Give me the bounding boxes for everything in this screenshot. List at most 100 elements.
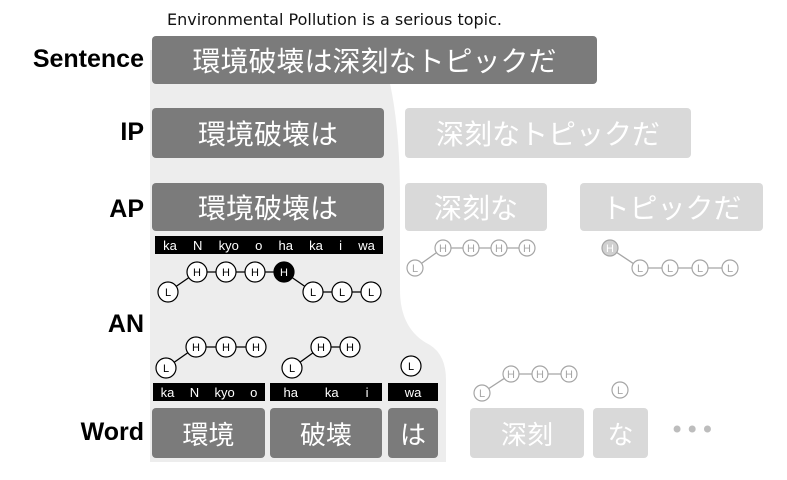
phoneme: ka xyxy=(309,237,323,253)
ap1-tone-contour: L H H H H L L L xyxy=(157,261,382,303)
svg-text:H: H xyxy=(536,369,544,381)
translation-caption: Environmental Pollution is a serious top… xyxy=(167,10,502,29)
tone-node-l: L xyxy=(661,259,679,277)
phoneme: kyo xyxy=(218,237,239,253)
tone-node-l: L xyxy=(331,281,353,303)
phoneme: ha xyxy=(278,237,293,253)
svg-text:L: L xyxy=(289,363,295,375)
tone-node-h: H xyxy=(339,336,361,358)
label-word: Word xyxy=(80,418,144,446)
ip-box-1: 環境破壊は xyxy=(152,108,384,158)
word-box-1: 環境 xyxy=(152,408,265,458)
svg-text:H: H xyxy=(192,342,200,354)
phoneme: kyo xyxy=(214,384,235,400)
svg-text:H: H xyxy=(222,342,230,354)
svg-text:L: L xyxy=(165,287,171,299)
word2-tone-contour: L H H xyxy=(281,336,361,379)
word-phoneme-bar-2: ha ka i xyxy=(270,383,382,401)
svg-text:L: L xyxy=(637,263,643,275)
phoneme: N xyxy=(193,237,203,253)
svg-text:H: H xyxy=(439,243,447,255)
tone-link xyxy=(609,247,641,269)
tone-node-l: L xyxy=(155,357,177,379)
svg-text:L: L xyxy=(408,361,414,373)
word-box-5: な xyxy=(593,408,648,458)
ap2-tone-contour: L H H H H xyxy=(406,239,536,277)
svg-text:H: H xyxy=(495,243,503,255)
svg-text:L: L xyxy=(310,287,316,299)
tone-node-l: L xyxy=(400,355,422,377)
ap-box-2: 深刻な xyxy=(405,183,547,231)
tone-node-l: L xyxy=(631,259,649,277)
tone-node-l: L xyxy=(360,281,382,303)
tone-link xyxy=(481,373,512,394)
phoneme: i xyxy=(339,237,342,253)
tone-link xyxy=(414,247,444,269)
tone-node-h: H xyxy=(601,239,619,257)
tone-node-h: H xyxy=(560,365,578,383)
svg-text:H: H xyxy=(467,243,475,255)
svg-text:H: H xyxy=(222,267,230,279)
tone-node-l: L xyxy=(611,381,629,399)
svg-text:H: H xyxy=(346,342,354,354)
word-box-3: は xyxy=(388,408,438,458)
ip-box-2: 深刻なトピックだ xyxy=(405,108,691,158)
svg-text:L: L xyxy=(339,287,345,299)
tone-node-h: H xyxy=(186,261,208,283)
svg-text:L: L xyxy=(368,287,374,299)
tone-node-h: H xyxy=(215,336,237,358)
svg-text:L: L xyxy=(727,263,733,275)
svg-text:H: H xyxy=(565,369,573,381)
label-sentence: Sentence xyxy=(32,45,144,73)
phoneme: wa xyxy=(404,384,422,400)
svg-text:H: H xyxy=(193,267,201,279)
tone-node-l: L xyxy=(406,259,424,277)
svg-text:H: H xyxy=(251,267,259,279)
word-box-2: 破壊 xyxy=(270,408,382,458)
svg-text:L: L xyxy=(163,363,169,375)
word5-tone-contour: L xyxy=(611,381,629,399)
tone-node-h: H xyxy=(434,239,452,257)
tone-node-h: H xyxy=(462,239,480,257)
sentence-box: 環境破壊は深刻なトピックだ xyxy=(152,36,597,84)
tone-node-l: L xyxy=(157,281,179,303)
svg-text:H: H xyxy=(523,243,531,255)
tone-node-h: H xyxy=(531,365,549,383)
ap-box-3: トピックだ xyxy=(580,183,763,231)
phoneme: ka xyxy=(163,237,177,253)
word1-tone-contour: L H H H xyxy=(155,336,267,379)
tone-node-l: L xyxy=(721,259,739,277)
tone-node-h: H xyxy=(518,239,536,257)
tone-node-h: H xyxy=(502,365,520,383)
word-box-4: 深刻 xyxy=(470,408,584,458)
label-ip: IP xyxy=(120,118,144,146)
svg-text:L: L xyxy=(479,388,485,400)
tone-node-l: L xyxy=(281,357,303,379)
svg-text:H: H xyxy=(317,342,325,354)
tone-node-l: L xyxy=(691,259,709,277)
ap-box-1: 環境破壊は xyxy=(152,183,384,231)
svg-text:H: H xyxy=(507,369,515,381)
tone-node-h: H xyxy=(244,261,266,283)
tone-node-l: L xyxy=(473,384,491,402)
phoneme: ha xyxy=(283,384,298,400)
tone-node-h: H xyxy=(273,261,295,283)
label-ap: AP xyxy=(109,195,144,223)
svg-text:L: L xyxy=(412,263,418,275)
svg-text:L: L xyxy=(697,263,703,275)
tone-node-l: L xyxy=(302,281,324,303)
ap3-tone-contour: H L L L L xyxy=(601,239,739,277)
tone-node-h: H xyxy=(245,336,267,358)
svg-text:L: L xyxy=(667,263,673,275)
tone-node-h: H xyxy=(215,261,237,283)
svg-text:H: H xyxy=(606,243,614,255)
phoneme: N xyxy=(189,384,200,400)
phoneme: i xyxy=(365,384,369,400)
tone-node-h: H xyxy=(490,239,508,257)
svg-text:L: L xyxy=(617,385,623,397)
svg-text:H: H xyxy=(280,267,288,279)
phoneme: o xyxy=(250,384,258,400)
word-phoneme-bar-1: ka N kyo o xyxy=(153,383,265,401)
ap-phoneme-bar: ka N kyo o ha ka i wa xyxy=(155,236,383,254)
